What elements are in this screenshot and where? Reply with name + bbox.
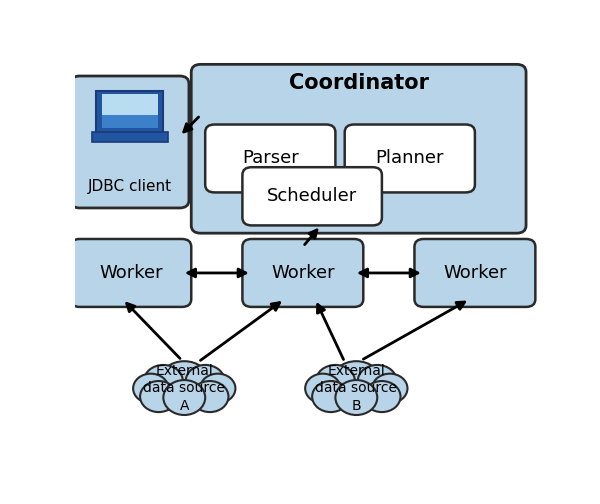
Text: Coordinator: Coordinator — [289, 73, 428, 93]
FancyBboxPatch shape — [191, 65, 526, 233]
FancyBboxPatch shape — [344, 124, 475, 193]
FancyBboxPatch shape — [242, 167, 382, 225]
Circle shape — [363, 381, 401, 412]
FancyBboxPatch shape — [97, 91, 163, 135]
Circle shape — [191, 381, 229, 412]
Circle shape — [372, 373, 407, 403]
Circle shape — [331, 361, 382, 404]
Text: Worker: Worker — [271, 264, 335, 282]
Text: Worker: Worker — [443, 264, 507, 282]
Circle shape — [158, 361, 210, 404]
Circle shape — [316, 365, 355, 398]
Circle shape — [305, 373, 341, 403]
FancyBboxPatch shape — [101, 94, 158, 128]
FancyBboxPatch shape — [415, 239, 535, 307]
Text: Scheduler: Scheduler — [267, 187, 357, 205]
Text: External
data source
A: External data source A — [143, 364, 225, 413]
Circle shape — [200, 373, 235, 403]
Circle shape — [144, 365, 183, 398]
Text: External
data source
B: External data source B — [316, 364, 397, 413]
Text: Planner: Planner — [376, 150, 444, 167]
FancyBboxPatch shape — [70, 239, 191, 307]
Circle shape — [140, 381, 178, 412]
FancyBboxPatch shape — [101, 115, 158, 128]
Circle shape — [312, 381, 349, 412]
Circle shape — [185, 365, 225, 398]
Text: Parser: Parser — [242, 150, 299, 167]
Circle shape — [335, 380, 377, 415]
FancyBboxPatch shape — [92, 132, 167, 142]
Circle shape — [133, 373, 169, 403]
FancyBboxPatch shape — [242, 239, 364, 307]
Text: Worker: Worker — [99, 264, 163, 282]
Circle shape — [358, 365, 397, 398]
Circle shape — [163, 380, 205, 415]
FancyBboxPatch shape — [70, 76, 189, 208]
FancyBboxPatch shape — [205, 124, 335, 193]
Text: JDBC client: JDBC client — [88, 179, 172, 194]
